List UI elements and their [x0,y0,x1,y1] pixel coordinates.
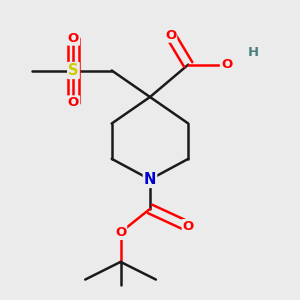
Text: S: S [68,63,79,78]
Text: O: O [221,58,232,71]
Text: O: O [183,220,194,233]
Text: O: O [115,226,126,239]
Text: O: O [165,29,176,42]
Text: O: O [68,96,79,110]
Text: N: N [144,172,156,187]
Text: O: O [68,32,79,45]
Text: H: H [248,46,259,59]
